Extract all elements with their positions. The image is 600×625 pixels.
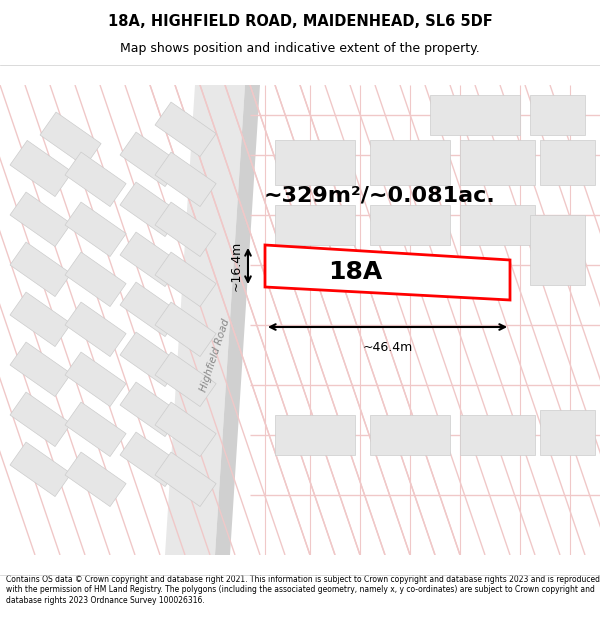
Bar <box>120 182 181 236</box>
Bar <box>65 352 126 406</box>
Text: Map shows position and indicative extent of the property.: Map shows position and indicative extent… <box>120 42 480 55</box>
Bar <box>460 140 535 185</box>
Bar <box>275 205 355 245</box>
Bar <box>65 152 126 206</box>
Text: ~46.4m: ~46.4m <box>362 341 413 354</box>
Bar <box>530 95 585 135</box>
Bar <box>370 140 450 185</box>
Bar <box>120 132 181 186</box>
Bar <box>10 342 71 396</box>
Bar <box>10 442 71 496</box>
Bar <box>275 415 355 455</box>
Bar <box>10 392 71 446</box>
Bar <box>155 352 216 406</box>
Bar <box>155 152 216 206</box>
Bar <box>40 112 101 166</box>
Text: ~16.4m: ~16.4m <box>230 241 243 291</box>
Bar <box>530 215 585 285</box>
Bar <box>155 302 216 356</box>
Bar <box>120 232 181 286</box>
Polygon shape <box>265 245 510 300</box>
Bar <box>460 205 535 245</box>
Bar <box>10 292 71 346</box>
Bar <box>65 452 126 506</box>
Bar <box>120 332 181 386</box>
Bar <box>155 452 216 506</box>
Bar <box>10 192 71 246</box>
Polygon shape <box>165 85 245 555</box>
Bar <box>155 252 216 306</box>
Bar <box>65 252 126 306</box>
Bar <box>120 382 181 436</box>
Bar <box>155 202 216 256</box>
Bar <box>65 202 126 256</box>
Text: ~329m²/~0.081ac.: ~329m²/~0.081ac. <box>264 185 496 205</box>
Bar <box>155 402 216 456</box>
Bar <box>370 415 450 455</box>
Bar <box>370 205 450 245</box>
Bar <box>10 242 71 296</box>
Bar <box>65 302 126 356</box>
Bar <box>10 141 72 196</box>
Bar <box>460 415 535 455</box>
Text: Contains OS data © Crown copyright and database right 2021. This information is : Contains OS data © Crown copyright and d… <box>6 575 600 605</box>
Text: Highfield Road: Highfield Road <box>199 318 232 392</box>
Text: 18A, HIGHFIELD ROAD, MAIDENHEAD, SL6 5DF: 18A, HIGHFIELD ROAD, MAIDENHEAD, SL6 5DF <box>107 14 493 29</box>
Bar <box>65 402 126 456</box>
Bar <box>120 282 181 336</box>
Bar <box>155 102 216 156</box>
Bar <box>540 140 595 185</box>
Bar <box>120 432 181 486</box>
Polygon shape <box>215 85 260 555</box>
Bar <box>540 410 595 455</box>
Text: 18A: 18A <box>328 260 382 284</box>
Bar <box>275 140 355 185</box>
Bar <box>430 95 520 135</box>
